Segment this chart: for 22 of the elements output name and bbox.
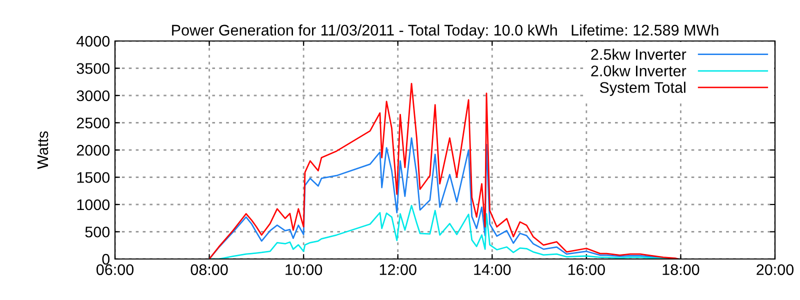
x-tick-label: 10:00 — [286, 264, 322, 276]
y-tick-label: 1500 — [77, 172, 110, 183]
legend-label: System Total — [600, 82, 686, 96]
x-tick-label: 08:00 — [190, 264, 228, 276]
x-tick-label: 14:00 — [474, 264, 511, 276]
x-tick-label: 06:00 — [96, 264, 134, 276]
x-tick-label: 16:00 — [568, 264, 605, 276]
y-tick-label: 4000 — [76, 36, 110, 47]
y-tick-label: 0 — [102, 254, 110, 265]
y-tick-label: 3000 — [76, 90, 110, 102]
legend-label: 2.0kw Inverter — [591, 65, 686, 76]
legend-label: 2.5kw Inverter — [591, 48, 686, 60]
x-tick-label: 18:00 — [662, 264, 700, 276]
y-axis-title: Watts — [37, 131, 48, 170]
y-tick-label: 1000 — [77, 199, 110, 210]
x-tick-label: 12:00 — [380, 264, 416, 276]
y-tick-label: 2500 — [76, 118, 110, 128]
y-tick-label: 3500 — [76, 63, 110, 74]
y-tick-label: 2000 — [76, 144, 110, 156]
x-tick-label: 20:00 — [756, 264, 794, 276]
chart-title: Power Generation for 11/03/2011 - Total Today: 10.0 kWh Lifetime: 12.589 MWh — [172, 24, 718, 39]
y-tick-label: 500 — [85, 226, 110, 238]
